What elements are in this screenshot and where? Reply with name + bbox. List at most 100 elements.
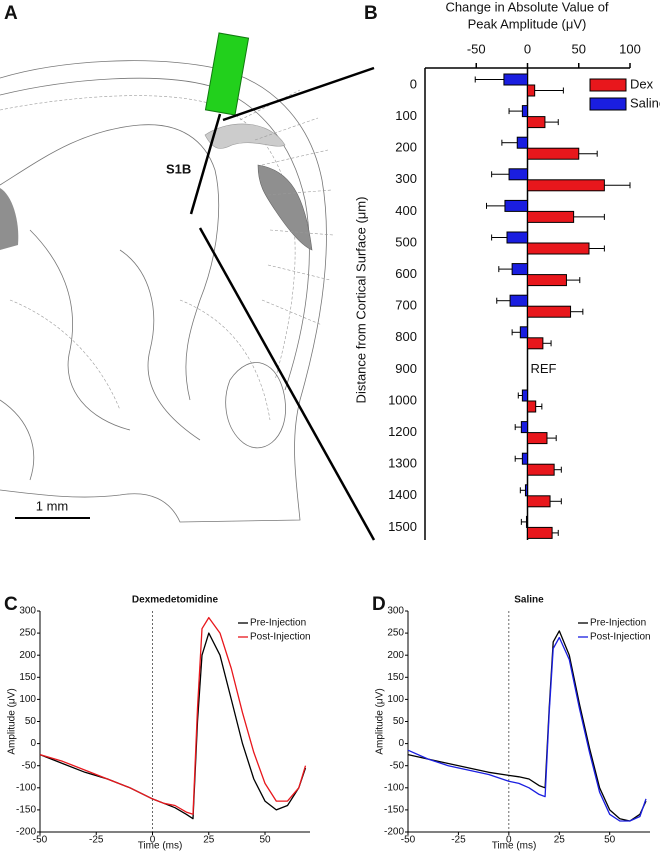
x-tick-label: -25 — [451, 835, 466, 846]
bar — [520, 421, 528, 434]
x-axis-label: Time (ms) — [492, 841, 537, 852]
bar — [524, 484, 529, 497]
y-tick-label: 150 — [387, 672, 404, 683]
bar — [527, 210, 575, 223]
chart-title: Saline — [514, 595, 544, 606]
y-tick-label: -50 — [390, 760, 405, 771]
chart-title: Dexmedetomidine — [132, 595, 219, 606]
bar — [521, 105, 528, 118]
x-tick-label: 0 — [524, 41, 531, 56]
y-axis-label: Distance from Cortical Surface (μm) — [353, 197, 368, 404]
x-tick-label: 0 — [506, 835, 512, 846]
y-tick-label: -150 — [16, 805, 36, 816]
bar — [508, 168, 528, 181]
y-tick-label: 100 — [395, 108, 417, 123]
y-tick-label: -200 — [384, 827, 404, 838]
bar — [506, 231, 528, 244]
y-tick-label: 0 — [410, 76, 417, 91]
y-tick-label: 0 — [30, 738, 36, 749]
y-tick-label: -100 — [16, 782, 36, 793]
x-tick-label: 25 — [203, 835, 215, 846]
bar — [511, 263, 528, 276]
y-tick-label: -150 — [384, 805, 404, 816]
legend-label: Dex — [630, 76, 654, 91]
bar — [527, 526, 553, 539]
y-axis-label: Amplitude (μV) — [375, 688, 386, 754]
y-tick-label: 300 — [395, 171, 417, 186]
y-tick-label: -50 — [22, 760, 37, 771]
legend-label: Post-Injection — [250, 632, 311, 643]
x-tick-label: 25 — [554, 835, 566, 846]
y-tick-label: 250 — [387, 628, 404, 639]
bar — [527, 274, 567, 287]
bar — [521, 389, 528, 402]
y-tick-label: 400 — [395, 203, 417, 218]
legend-label: Saline — [630, 95, 660, 110]
bar — [527, 147, 580, 160]
zoom-line — [222, 66, 375, 122]
y-tick-label: 200 — [387, 650, 404, 661]
bar — [527, 463, 555, 476]
chart-title: Peak Amplitude (μV) — [468, 16, 587, 31]
y-tick-label: 1400 — [388, 487, 417, 502]
line — [39, 632, 307, 820]
panel-label: B — [364, 3, 378, 24]
legend-label: Pre-Injection — [250, 618, 306, 629]
legend-swatch — [589, 78, 627, 92]
x-tick-label: 50 — [259, 835, 271, 846]
x-tick-label: -50 — [401, 835, 416, 846]
y-axis-label: Amplitude (μV) — [7, 688, 18, 754]
bar — [527, 305, 572, 318]
bar — [516, 136, 528, 149]
bar — [504, 199, 529, 212]
x-tick-label: 100 — [619, 41, 641, 56]
bar — [519, 326, 529, 339]
y-tick-label: 50 — [393, 716, 405, 727]
panel-label: A — [4, 3, 18, 24]
bar — [527, 400, 537, 413]
panel-label: D — [372, 594, 386, 615]
y-tick-label: 200 — [19, 650, 36, 661]
bar — [521, 452, 528, 465]
x-tick-label: -50 — [467, 41, 486, 56]
x-tick-label: -25 — [89, 835, 104, 846]
y-tick-label: 800 — [395, 329, 417, 344]
x-axis-label: Time (ms) — [138, 841, 183, 852]
line — [39, 616, 307, 815]
ref-label: REF — [531, 361, 557, 376]
bar — [527, 84, 536, 97]
zoom-line — [198, 227, 376, 541]
chart-title: Change in Absolute Value of — [445, 0, 608, 14]
y-tick-label: 50 — [25, 716, 37, 727]
bar — [503, 73, 528, 86]
probe — [204, 32, 250, 116]
line — [407, 636, 647, 822]
y-tick-label: 0 — [398, 738, 404, 749]
y-tick-label: 100 — [19, 694, 36, 705]
region-label: S1B — [166, 161, 191, 176]
y-tick-label: 900 — [395, 361, 417, 376]
bar — [527, 495, 551, 508]
y-tick-label: 500 — [395, 234, 417, 249]
y-tick-label: 600 — [395, 266, 417, 281]
line — [407, 630, 647, 822]
y-tick-label: 200 — [395, 140, 417, 155]
bar — [527, 242, 590, 255]
bar — [527, 179, 605, 192]
scale-bar-label: 1 mm — [36, 498, 69, 513]
y-tick-label: 300 — [387, 606, 404, 617]
y-tick-label: 100 — [387, 694, 404, 705]
y-tick-label: 150 — [19, 672, 36, 683]
y-tick-label: 300 — [19, 606, 36, 617]
bar — [525, 515, 528, 528]
panel-label: C — [4, 594, 18, 615]
y-tick-label: -100 — [384, 782, 404, 793]
brain-section — [0, 60, 334, 523]
bar — [527, 337, 544, 350]
y-tick-label: 1500 — [388, 519, 417, 534]
y-tick-label: 1000 — [388, 392, 417, 407]
y-tick-label: 250 — [19, 628, 36, 639]
bar — [509, 294, 529, 307]
x-tick-label: 50 — [604, 835, 616, 846]
